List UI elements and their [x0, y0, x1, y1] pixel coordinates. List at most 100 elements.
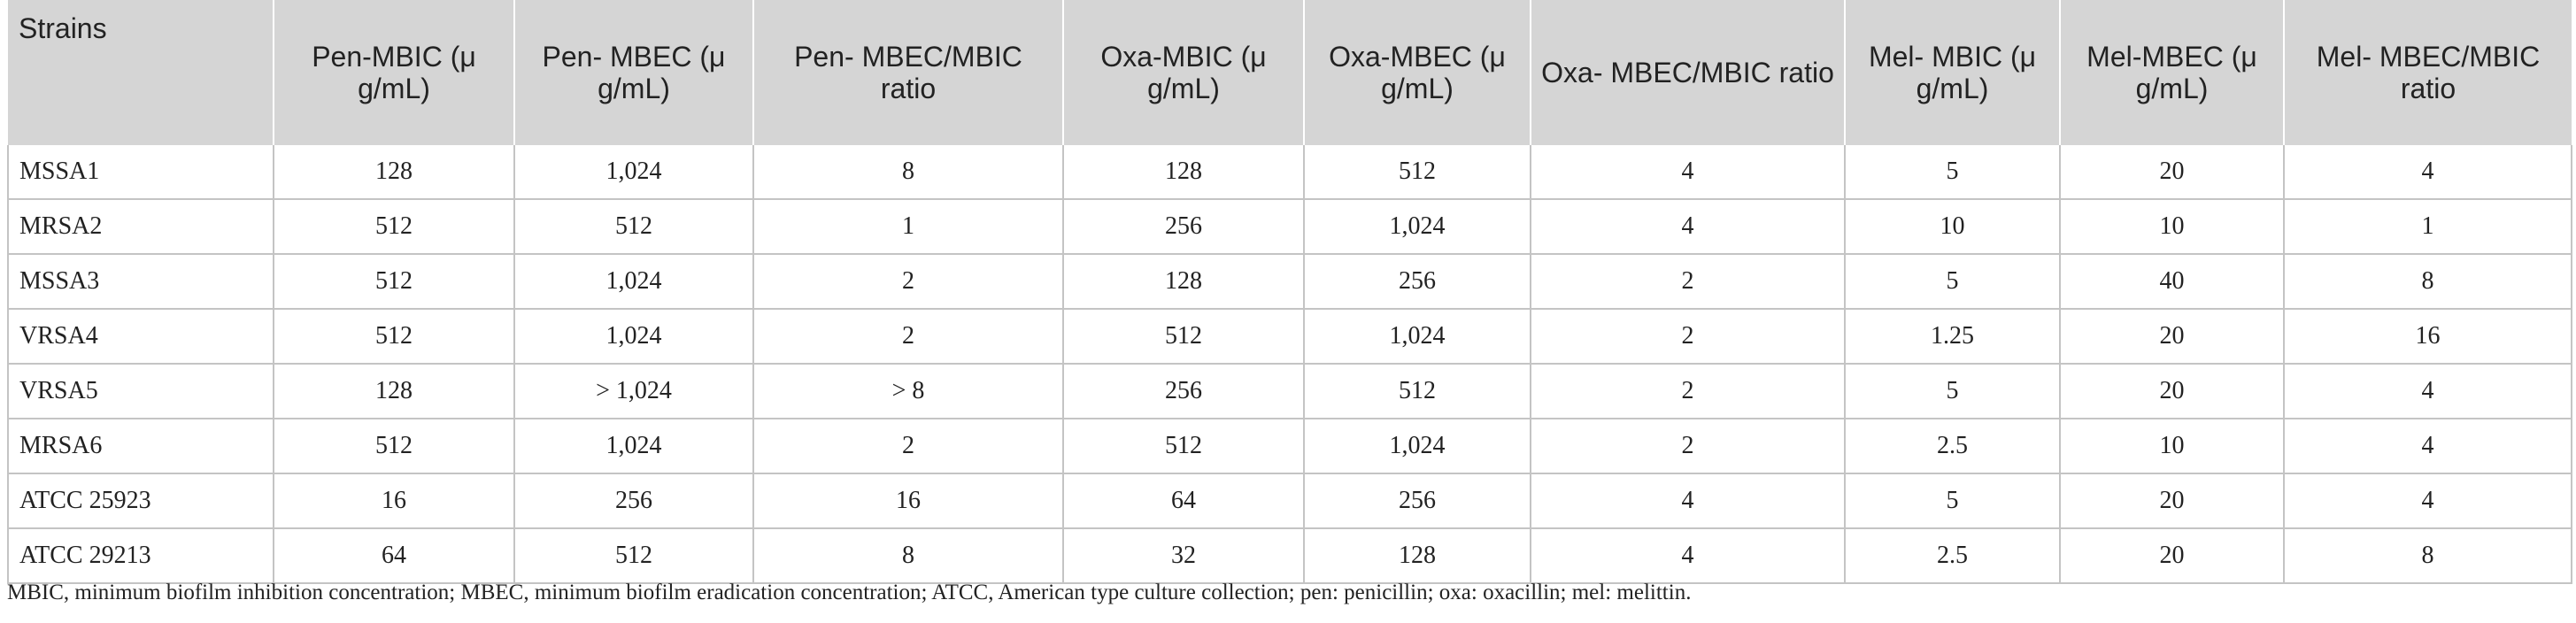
table-row: VRSA5 128 > 1,024 > 8 256 512 2 5 20 4 — [7, 364, 2572, 419]
cell-pen-mbic: 512 — [273, 419, 515, 474]
cell-oxa-ratio: 2 — [1530, 254, 1846, 310]
cell-oxa-mbic: 512 — [1062, 419, 1305, 474]
cell-mel-mbic: 5 — [1844, 254, 2061, 310]
cell-mel-mbic: 5 — [1844, 473, 2061, 529]
cell-oxa-mbec: 256 — [1303, 473, 1531, 529]
cell-mel-mbic: 5 — [1844, 364, 2061, 419]
cell-pen-mbec: 1,024 — [513, 145, 754, 200]
cell-pen-mbec: 512 — [513, 199, 754, 255]
cell-mel-mbec: 10 — [2059, 419, 2285, 474]
cell-pen-mbic: 64 — [273, 528, 515, 584]
cell-pen-mbec: 512 — [513, 528, 754, 584]
table-row: MRSA2 512 512 1 256 1,024 4 10 10 1 — [7, 199, 2572, 255]
cell-pen-mbic: 512 — [273, 309, 515, 365]
header-cell-oxa-ratio: Oxa- MBEC/MBIC ratio — [1531, 0, 1846, 145]
cell-mel-ratio: 16 — [2283, 309, 2572, 365]
cell-oxa-mbic: 256 — [1062, 364, 1305, 419]
cell-mel-mbec: 20 — [2059, 145, 2285, 200]
cell-strain: ATCC 29213 — [7, 528, 274, 584]
header-cell-strains: Strains — [8, 0, 274, 145]
cell-oxa-mbic: 64 — [1062, 473, 1305, 529]
data-table: Strains Pen-MBIC (μ g/mL) Pen- MBEC (μ g… — [7, 0, 2572, 584]
cell-oxa-ratio: 4 — [1530, 528, 1846, 584]
cell-oxa-mbec: 1,024 — [1303, 309, 1531, 365]
cell-mel-mbec: 20 — [2059, 473, 2285, 529]
cell-oxa-mbec: 256 — [1303, 254, 1531, 310]
header-cell-oxa-mbec: Oxa-MBEC (μ g/mL) — [1304, 0, 1531, 145]
table-header: Strains Pen-MBIC (μ g/mL) Pen- MBEC (μ g… — [8, 0, 2572, 145]
cell-mel-mbec: 20 — [2059, 528, 2285, 584]
cell-pen-mbic: 16 — [273, 473, 515, 529]
cell-pen-ratio: 8 — [752, 145, 1064, 200]
cell-pen-mbec: 256 — [513, 473, 754, 529]
cell-mel-ratio: 4 — [2283, 473, 2572, 529]
cell-oxa-mbec: 512 — [1303, 145, 1531, 200]
cell-mel-ratio: 4 — [2283, 364, 2572, 419]
cell-pen-mbic: 512 — [273, 199, 515, 255]
cell-oxa-mbec: 1,024 — [1303, 419, 1531, 474]
cell-mel-mbec: 20 — [2059, 309, 2285, 365]
table-row: MSSA1 128 1,024 8 128 512 4 5 20 4 — [7, 145, 2572, 200]
cell-oxa-mbic: 32 — [1062, 528, 1305, 584]
cell-mel-mbic: 5 — [1844, 145, 2061, 200]
header-cell-oxa-mbic: Oxa-MBIC (μ g/mL) — [1063, 0, 1305, 145]
header-row: Strains Pen-MBIC (μ g/mL) Pen- MBEC (μ g… — [8, 0, 2572, 145]
table-body: MSSA1 128 1,024 8 128 512 4 5 20 4 MRSA2 512 512 1 256… — [7, 145, 2572, 584]
cell-strain: MRSA2 — [7, 199, 274, 255]
cell-mel-ratio: 1 — [2283, 199, 2572, 255]
cell-oxa-mbec: 1,024 — [1303, 199, 1531, 255]
table-footnote: MBIC, minimum biofilm inhibition concent… — [7, 581, 1692, 604]
cell-oxa-ratio: 2 — [1530, 419, 1846, 474]
table-row: VRSA4 512 1,024 2 512 1,024 2 1.25 20 16 — [7, 309, 2572, 365]
header-cell-pen-mbic: Pen-MBIC (μ g/mL) — [274, 0, 515, 145]
cell-mel-mbic: 1.25 — [1844, 309, 2061, 365]
cell-mel-mbic: 2.5 — [1844, 528, 2061, 584]
table-row: MSSA3 512 1,024 2 128 256 2 5 40 8 — [7, 254, 2572, 310]
cell-pen-ratio: > 8 — [752, 364, 1064, 419]
cell-mel-mbec: 40 — [2059, 254, 2285, 310]
cell-pen-mbic: 128 — [273, 145, 515, 200]
cell-pen-ratio: 2 — [752, 419, 1064, 474]
cell-pen-ratio: 2 — [752, 309, 1064, 365]
cell-strain: ATCC 25923 — [7, 473, 274, 529]
cell-mel-ratio: 4 — [2283, 145, 2572, 200]
cell-strain: MRSA6 — [7, 419, 274, 474]
cell-pen-mbec: > 1,024 — [513, 364, 754, 419]
cell-oxa-mbic: 512 — [1062, 309, 1305, 365]
cell-pen-ratio: 1 — [752, 199, 1064, 255]
cell-pen-mbic: 512 — [273, 254, 515, 310]
cell-pen-mbec: 1,024 — [513, 309, 754, 365]
cell-oxa-ratio: 2 — [1530, 364, 1846, 419]
data-table-container: Strains Pen-MBIC (μ g/mL) Pen- MBEC (μ g… — [7, 0, 2572, 584]
cell-oxa-ratio: 4 — [1530, 199, 1846, 255]
cell-pen-ratio: 2 — [752, 254, 1064, 310]
table-row: MRSA6 512 1,024 2 512 1,024 2 2.5 10 4 — [7, 419, 2572, 474]
cell-pen-ratio: 16 — [752, 473, 1064, 529]
cell-mel-mbec: 10 — [2059, 199, 2285, 255]
cell-oxa-ratio: 4 — [1530, 473, 1846, 529]
cell-mel-ratio: 8 — [2283, 254, 2572, 310]
cell-strain: VRSA5 — [7, 364, 274, 419]
cell-mel-ratio: 8 — [2283, 528, 2572, 584]
cell-pen-ratio: 8 — [752, 528, 1064, 584]
cell-oxa-mbec: 128 — [1303, 528, 1531, 584]
cell-oxa-mbec: 512 — [1303, 364, 1531, 419]
cell-pen-mbec: 1,024 — [513, 254, 754, 310]
cell-oxa-mbic: 256 — [1062, 199, 1305, 255]
header-cell-pen-mbec: Pen- MBEC (μ g/mL) — [514, 0, 754, 145]
cell-mel-mbec: 20 — [2059, 364, 2285, 419]
cell-pen-mbec: 1,024 — [513, 419, 754, 474]
cell-pen-mbic: 128 — [273, 364, 515, 419]
header-cell-mel-mbec: Mel-MBEC (μ g/mL) — [2060, 0, 2285, 145]
cell-oxa-mbic: 128 — [1062, 254, 1305, 310]
header-cell-mel-mbic: Mel- MBIC (μ g/mL) — [1845, 0, 2061, 145]
table-row: ATCC 25923 16 256 16 64 256 4 5 20 4 — [7, 473, 2572, 529]
cell-strain: MSSA1 — [7, 145, 274, 200]
cell-oxa-ratio: 4 — [1530, 145, 1846, 200]
table-row: ATCC 29213 64 512 8 32 128 4 2.5 20 8 — [7, 528, 2572, 584]
header-cell-mel-ratio: Mel- MBEC/MBIC ratio — [2284, 0, 2572, 145]
cell-mel-ratio: 4 — [2283, 419, 2572, 474]
cell-mel-mbic: 2.5 — [1844, 419, 2061, 474]
cell-strain: MSSA3 — [7, 254, 274, 310]
header-cell-pen-ratio: Pen- MBEC/MBIC ratio — [753, 0, 1064, 145]
